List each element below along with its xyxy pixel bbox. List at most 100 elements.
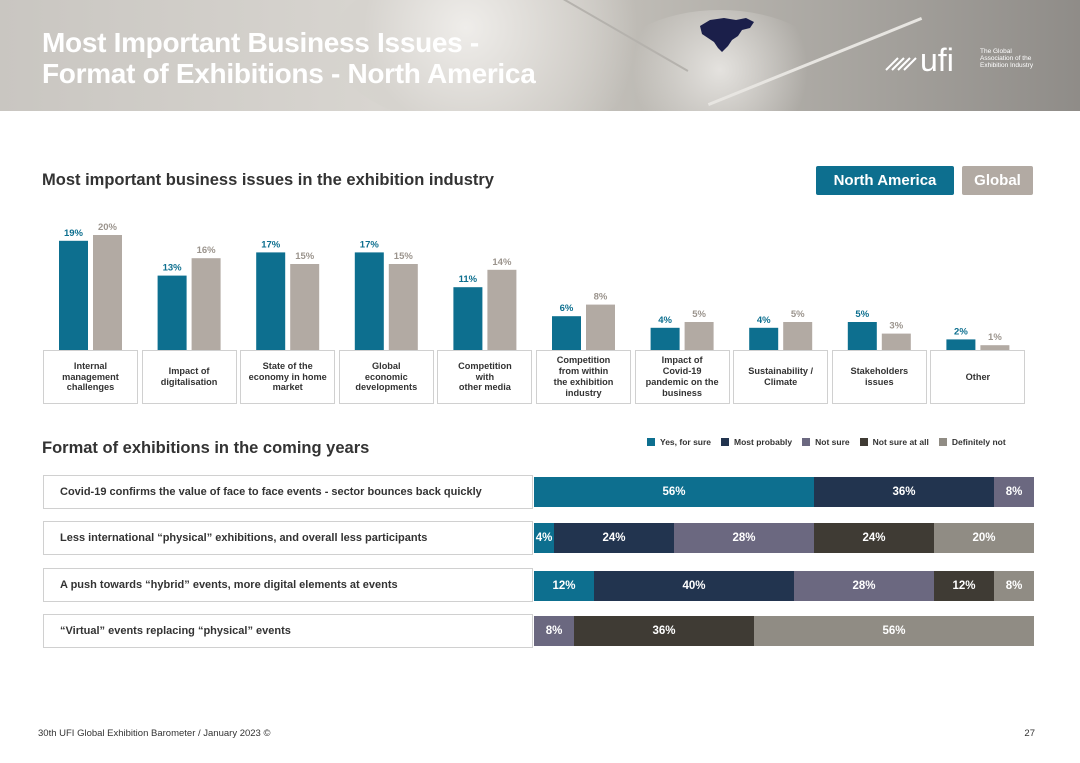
ufi-logo-text: ufi — [920, 44, 954, 74]
category-label-line: with — [475, 371, 495, 382]
category-label-line: business — [662, 387, 702, 398]
legend-swatch — [802, 438, 811, 446]
business-issues-bar-chart: 19% 20% 13% 16% 17% 15% 17% 15% 11% 14% 6% 8% 4% 5% 4%… — [59, 222, 1010, 351]
category-label-line: challenges — [66, 382, 115, 393]
category-label-line: market — [272, 382, 303, 393]
category-label-line: Competition — [458, 360, 512, 371]
bar-global — [783, 322, 813, 351]
stacked-segment: 24% — [814, 523, 934, 553]
bar-value-label: 3% — [889, 321, 903, 332]
bar-global — [684, 322, 714, 351]
category-label-line: developments — [355, 382, 418, 393]
category-label-box: Impact of Covid-19 pandemic on the business — [634, 350, 730, 404]
category-label-line: Covid-19 — [662, 366, 702, 377]
logo-tagline-line: The Global — [980, 48, 1012, 55]
category-label-line: from within — [558, 366, 609, 377]
north-america-button[interactable]: North America — [816, 166, 954, 195]
logo-tagline: The Global Association of the Exhibition… — [980, 48, 1060, 69]
bar-value-label: 1% — [988, 332, 1002, 343]
bar-value-label: 5% — [791, 309, 805, 320]
stacked-bar: 8% 36% 56% — [534, 616, 1034, 646]
legend-label: Definitely not — [951, 437, 1006, 447]
bar-value-label: 17% — [261, 239, 281, 250]
page-number: 27 — [1024, 728, 1035, 739]
legend-swatch — [721, 438, 730, 446]
logo-tagline-line: Association of the — [980, 55, 1032, 62]
stacked-segment: 28% — [674, 523, 814, 553]
bar-value-label: 14% — [492, 257, 512, 268]
category-label-box: Impact of digitalisation — [141, 350, 237, 404]
statement-label: A push towards “hybrid” events, more dig… — [43, 568, 533, 602]
category-label-line: Stakeholders — [850, 366, 909, 377]
stacked-segment: 56% — [534, 477, 814, 507]
bar-global — [388, 264, 418, 351]
bar-global — [191, 258, 221, 351]
bar-north-america — [59, 240, 88, 351]
category-label-line: Impact of — [661, 355, 703, 366]
bar-value-label: 15% — [394, 251, 414, 262]
footer-text: 30th UFI Global Exhibition Barometer / J… — [38, 728, 271, 739]
stacked-segment: 24% — [554, 523, 674, 553]
stacked-segment: 4% — [534, 523, 554, 553]
category-label-box: Competition from within the exhibition indu… — [536, 350, 631, 404]
category-label-box: Internal management challenges — [43, 350, 138, 404]
bar-value-label: 19% — [64, 228, 84, 239]
stacked-segment: 8% — [534, 616, 574, 646]
section-title-format: Format of exhibitions in the coming year… — [42, 439, 370, 457]
legend-swatch — [647, 438, 655, 446]
stacked-segment: 12% — [934, 571, 994, 601]
statement-label: Less international “physical” exhibition… — [43, 521, 533, 555]
page-title-line-1: Most Important Business Issues - — [42, 27, 479, 58]
category-label-line: Internal — [73, 360, 108, 371]
legend-label: Yes, for sure — [660, 437, 712, 447]
legend-label: Most probably — [734, 437, 793, 447]
legend-swatch — [938, 438, 947, 446]
bar-value-label: 8% — [594, 292, 608, 303]
category-label-line: economy in home — [248, 371, 327, 382]
bar-value-label: 6% — [560, 303, 574, 314]
category-label-line: management — [62, 371, 119, 382]
bar-value-label: 5% — [692, 309, 706, 320]
logo-tagline-line: Exhibition Industry — [980, 62, 1034, 69]
legend-item: Not sure at all — [859, 437, 929, 447]
stacked-segment: 20% — [934, 523, 1034, 553]
bar-value-label: 4% — [658, 315, 672, 326]
stacked-segment: 28% — [794, 571, 934, 601]
bar-north-america — [847, 322, 877, 351]
category-label-line: Impact of — [168, 366, 210, 377]
bar-value-label: 4% — [757, 315, 771, 326]
stacked-segment: 56% — [754, 616, 1034, 646]
legend-item: Definitely not — [938, 437, 1006, 447]
bar-global — [487, 269, 517, 351]
global-button[interactable]: Global — [962, 166, 1033, 195]
bar-value-label: 20% — [98, 222, 118, 233]
bar-value-label: 5% — [855, 309, 869, 320]
bar-value-label: 17% — [360, 239, 380, 250]
stacked-segment: 8% — [994, 571, 1034, 601]
bar-global — [290, 264, 320, 351]
statement-label: Covid-19 confirms the value of face to f… — [43, 475, 533, 509]
category-label-line: Global — [372, 360, 401, 371]
legend-item: Yes, for sure — [647, 437, 711, 447]
bar-north-america — [946, 339, 976, 351]
format-legend: Yes, for sure Most probably Not sure Not su… — [647, 437, 1016, 447]
bar-global — [586, 304, 615, 351]
category-label-box: State of the economy in home market — [240, 350, 336, 404]
stacked-segment: 8% — [994, 477, 1034, 507]
category-label-line: issues — [864, 377, 894, 387]
bar-global — [93, 235, 122, 351]
category-label-box: Sustainability / Climate — [733, 350, 829, 404]
stacked-segment: 12% — [534, 571, 594, 601]
north-america-map-icon — [700, 18, 754, 52]
category-label-line: Climate — [764, 377, 798, 387]
stacked-segment: 36% — [574, 616, 754, 646]
stacked-segment: 40% — [594, 571, 794, 601]
bar-north-america — [552, 316, 581, 351]
bar-value-label: 2% — [954, 326, 968, 337]
category-label-line: Competition — [556, 355, 611, 366]
legend-swatch — [859, 438, 868, 446]
stacked-segment: 36% — [814, 477, 994, 507]
page-title-line-2: Format of Exhibitions - North America — [42, 58, 536, 89]
category-label-line: Sustainability / — [748, 366, 814, 377]
legend-label: Not sure — [815, 437, 850, 447]
